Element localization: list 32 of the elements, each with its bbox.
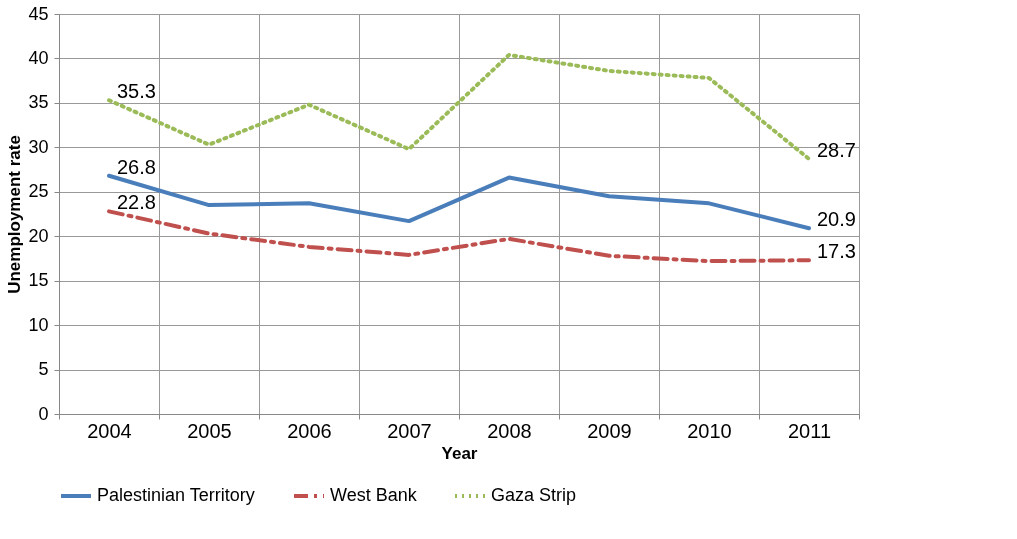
y-tick-label: 20 bbox=[28, 225, 49, 246]
x-axis-title: Year bbox=[441, 443, 478, 463]
x-tick-label: 2011 bbox=[787, 419, 832, 442]
x-tick-label: 2010 bbox=[687, 419, 732, 442]
x-tick-label: 2005 bbox=[187, 419, 232, 442]
x-tick-label: 2008 bbox=[487, 419, 532, 442]
data-label: 20.9 bbox=[817, 208, 856, 231]
y-axis-title: Unemployment rate bbox=[5, 135, 25, 294]
legend-label: Palestinian Territory bbox=[97, 485, 255, 505]
data-label: 22.8 bbox=[117, 191, 156, 214]
y-tick-label: 15 bbox=[28, 270, 49, 291]
line-series bbox=[107, 209, 811, 264]
y-tick-label: 35 bbox=[28, 92, 49, 113]
y-tick-label: 0 bbox=[38, 403, 49, 424]
y-tick-label: 45 bbox=[28, 3, 49, 24]
y-tick-label: 30 bbox=[28, 136, 49, 157]
y-tick-label: 40 bbox=[28, 47, 49, 68]
y-tick-label: 5 bbox=[38, 359, 49, 380]
x-tick-label: 2009 bbox=[587, 419, 632, 442]
line-series bbox=[107, 52, 811, 161]
y-tick-label: 25 bbox=[28, 181, 49, 202]
legend-label: Gaza Strip bbox=[491, 485, 577, 505]
data-label: 17.3 bbox=[817, 240, 856, 263]
x-tick-label: 2007 bbox=[387, 419, 432, 442]
data-label: 28.7 bbox=[817, 138, 856, 161]
data-label: 26.8 bbox=[117, 155, 156, 178]
data-label: 35.3 bbox=[117, 80, 156, 103]
y-tick-label: 10 bbox=[28, 314, 49, 335]
line-series bbox=[107, 173, 811, 231]
x-tick-label: 2006 bbox=[287, 419, 332, 442]
legend-label: West Bank bbox=[330, 485, 418, 505]
x-tick-label: 2004 bbox=[87, 419, 132, 442]
